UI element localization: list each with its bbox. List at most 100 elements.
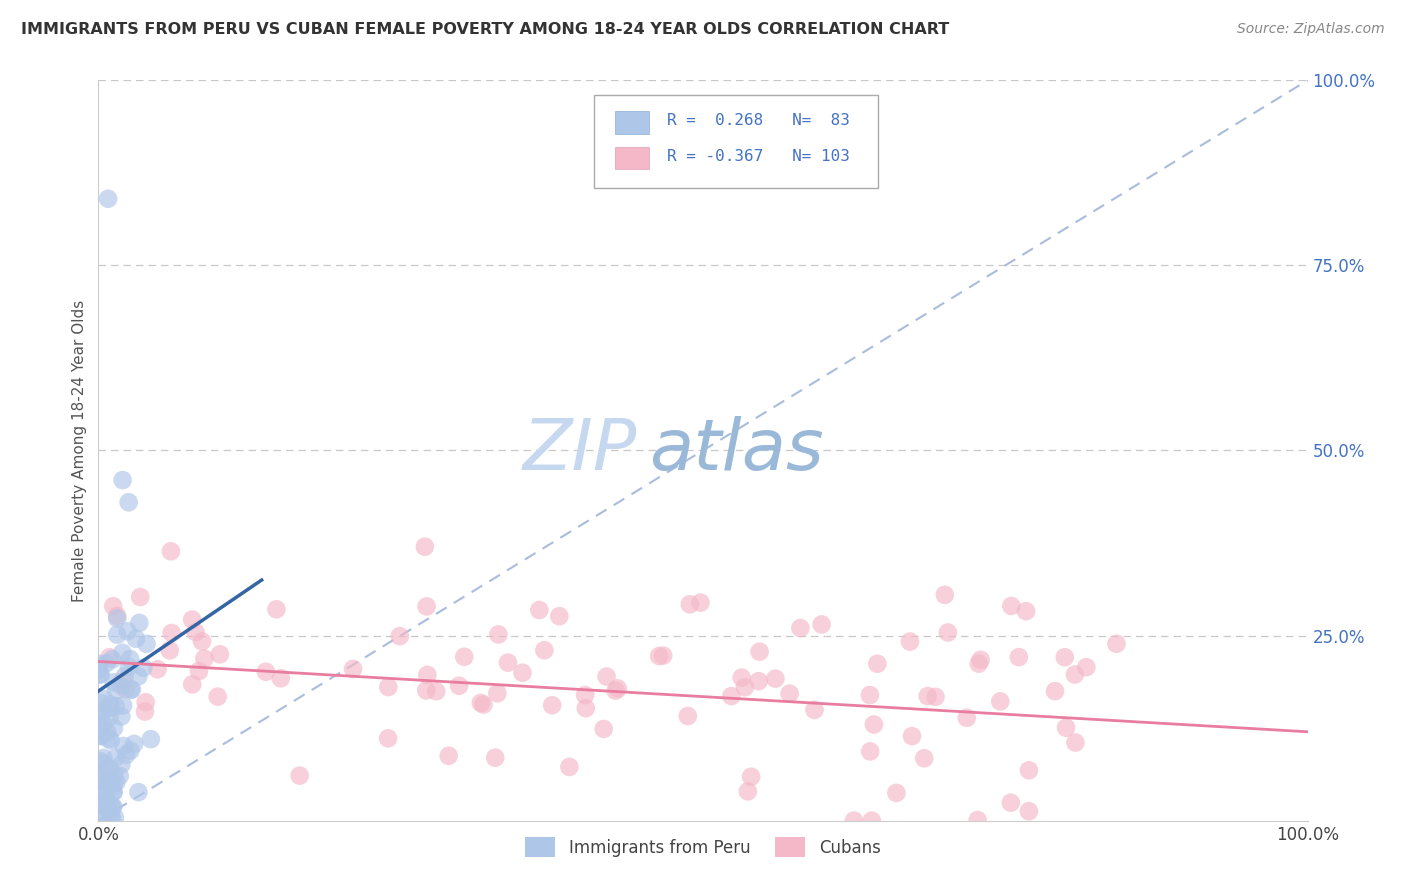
Cubans: [748, 645, 770, 659]
Immigrants from Peru: [96, 725, 118, 739]
Cubans: [377, 680, 399, 694]
Immigrants from Peru: [103, 800, 125, 814]
Cubans: [129, 590, 152, 604]
Cubans: [810, 617, 832, 632]
Immigrants from Peru: [97, 731, 120, 746]
Immigrants from Peru: [89, 754, 111, 768]
Cubans: [1064, 735, 1087, 749]
Cubans: [388, 629, 411, 643]
Cubans: [859, 688, 882, 702]
Cubans: [541, 698, 564, 713]
Immigrants from Peru: [98, 698, 121, 712]
Immigrants from Peru: [115, 747, 138, 762]
Cubans: [886, 786, 908, 800]
Cubans: [449, 679, 471, 693]
Cubans: [934, 588, 956, 602]
Cubans: [488, 627, 510, 641]
Immigrants from Peru: [87, 662, 110, 676]
Immigrants from Peru: [96, 656, 118, 670]
Cubans: [652, 648, 675, 663]
Immigrants from Peru: [90, 723, 112, 737]
Immigrants from Peru: [91, 717, 114, 731]
Cubans: [472, 698, 495, 712]
Immigrants from Peru: [89, 706, 111, 720]
Immigrants from Peru: [103, 721, 125, 735]
Cubans: [548, 609, 571, 624]
Cubans: [159, 643, 181, 657]
Cubans: [207, 690, 229, 704]
Cubans: [936, 625, 959, 640]
Cubans: [114, 682, 136, 697]
Cubans: [734, 680, 756, 694]
Immigrants from Peru: [127, 785, 149, 799]
Immigrants from Peru: [120, 652, 142, 666]
Immigrants from Peru: [104, 699, 127, 714]
Text: Source: ZipAtlas.com: Source: ZipAtlas.com: [1237, 22, 1385, 37]
Cubans: [779, 687, 801, 701]
Cubans: [415, 599, 437, 614]
Immigrants from Peru: [120, 682, 142, 697]
Cubans: [288, 769, 311, 783]
Immigrants from Peru: [128, 615, 150, 630]
Text: atlas: atlas: [648, 416, 823, 485]
Cubans: [512, 665, 534, 680]
Immigrants from Peru: [93, 756, 115, 771]
Cubans: [1015, 604, 1038, 618]
Immigrants from Peru: [87, 657, 110, 671]
Immigrants from Peru: [93, 751, 115, 765]
Cubans: [484, 750, 506, 764]
Immigrants from Peru: [90, 667, 112, 681]
Cubans: [765, 672, 787, 686]
Immigrants from Peru: [104, 684, 127, 698]
Cubans: [496, 656, 519, 670]
Cubans: [606, 681, 628, 696]
Immigrants from Peru: [89, 729, 111, 743]
Immigrants from Peru: [112, 739, 135, 753]
Cubans: [415, 683, 437, 698]
Cubans: [863, 717, 886, 731]
Immigrants from Peru: [135, 637, 157, 651]
Immigrants from Peru: [132, 661, 155, 675]
Cubans: [1063, 667, 1085, 681]
Cubans: [146, 662, 169, 676]
Immigrants from Peru: [112, 698, 135, 713]
Cubans: [1008, 650, 1031, 665]
Immigrants from Peru: [105, 775, 128, 789]
Immigrants from Peru: [98, 701, 121, 715]
Immigrants from Peru: [103, 777, 125, 791]
Cubans: [1000, 796, 1022, 810]
Immigrants from Peru: [94, 785, 117, 799]
Cubans: [1043, 684, 1066, 698]
Immigrants from Peru: [87, 717, 110, 731]
Cubans: [679, 597, 702, 611]
Immigrants from Peru: [103, 785, 125, 799]
Immigrants from Peru: [98, 774, 121, 789]
Cubans: [181, 677, 204, 691]
Cubans: [135, 695, 157, 709]
Immigrants from Peru: [97, 777, 120, 791]
Legend: Immigrants from Peru, Cubans: Immigrants from Peru, Cubans: [519, 830, 887, 864]
Cubans: [558, 760, 581, 774]
Cubans: [901, 729, 924, 743]
Immigrants from Peru: [127, 669, 149, 683]
Immigrants from Peru: [100, 733, 122, 747]
Immigrants from Peru: [93, 692, 115, 706]
Immigrants from Peru: [104, 750, 127, 764]
Immigrants from Peru: [89, 727, 111, 741]
Cubans: [740, 770, 762, 784]
Immigrants from Peru: [101, 812, 124, 826]
Immigrants from Peru: [97, 192, 120, 206]
Cubans: [575, 701, 598, 715]
Immigrants from Peru: [100, 797, 122, 812]
Cubans: [1054, 721, 1077, 735]
Cubans: [1018, 764, 1040, 778]
Immigrants from Peru: [121, 682, 143, 697]
Immigrants from Peru: [91, 706, 114, 720]
Immigrants from Peru: [110, 757, 132, 772]
Immigrants from Peru: [118, 660, 141, 674]
Immigrants from Peru: [103, 785, 125, 799]
Immigrants from Peru: [105, 611, 128, 625]
Immigrants from Peru: [117, 624, 139, 639]
Cubans: [860, 814, 883, 828]
Cubans: [1000, 599, 1022, 613]
